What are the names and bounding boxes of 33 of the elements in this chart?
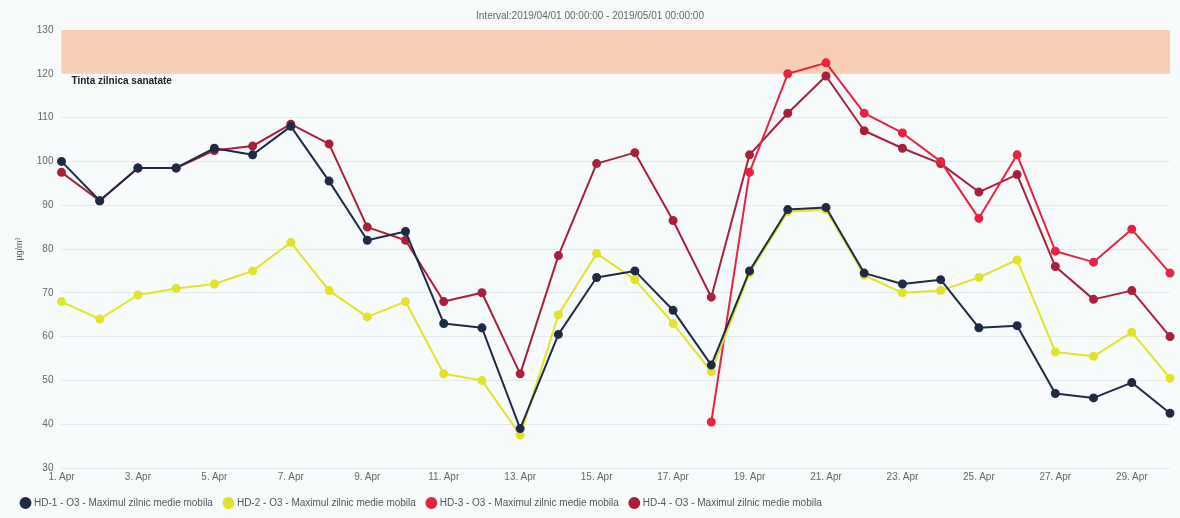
x-tick-label: 7. Apr xyxy=(277,470,305,482)
legend-label: HD-4 - O3 - Maximul zilnic medie mobila xyxy=(642,496,823,508)
x-tick-label: 9. Apr xyxy=(354,470,382,482)
y-axis-title: µg/m³ xyxy=(13,237,24,261)
y-tick-label: 130 xyxy=(36,23,54,35)
y-tick-label: 80 xyxy=(42,242,54,254)
x-tick-label: 13. Apr xyxy=(504,470,537,482)
legend-label: HD-3 - O3 - Maximul zilnic medie mobila xyxy=(439,496,620,508)
x-tick-label: 23. Apr xyxy=(886,470,919,482)
band-label: Tinta zilnica sanatate xyxy=(71,74,173,86)
legend-label: HD-2 - O3 - Maximul zilnic medie mobila xyxy=(236,496,417,508)
y-tick-label: 110 xyxy=(37,111,54,123)
x-tick-label: 11. Apr xyxy=(428,470,460,482)
y-tick-label: 50 xyxy=(42,374,54,386)
x-tick-label: 17. Apr xyxy=(657,470,690,482)
y-tick-label: 100 xyxy=(36,155,54,167)
x-tick-label: 25. Apr xyxy=(963,470,996,482)
x-tick-label: 19. Apr xyxy=(733,470,767,482)
y-tick-label: 60 xyxy=(42,330,54,342)
legend-label: HD-1 - O3 - Maximul zilnic medie mobila xyxy=(34,496,214,508)
y-tick-label: 40 xyxy=(42,417,54,429)
x-tick-label: 27. Apr xyxy=(1039,470,1072,482)
x-tick-label: 3. Apr xyxy=(124,470,152,482)
x-tick-label: 21. Apr xyxy=(810,470,843,482)
x-tick-label: 1. Apr xyxy=(48,470,76,482)
chart-title: Interval:2019/04/01 00:00:00 - 2019/05/01 00:00:00 xyxy=(476,9,705,21)
y-tick-label: 120 xyxy=(36,67,54,79)
x-tick-label: 15. Apr xyxy=(580,470,614,482)
y-tick-label: 30 xyxy=(42,461,54,473)
x-tick-label: 5. Apr xyxy=(201,470,229,482)
y-tick-label: 70 xyxy=(42,286,54,298)
y-tick-label: 90 xyxy=(42,198,54,210)
x-tick-label: 29. Apr xyxy=(1115,470,1149,482)
